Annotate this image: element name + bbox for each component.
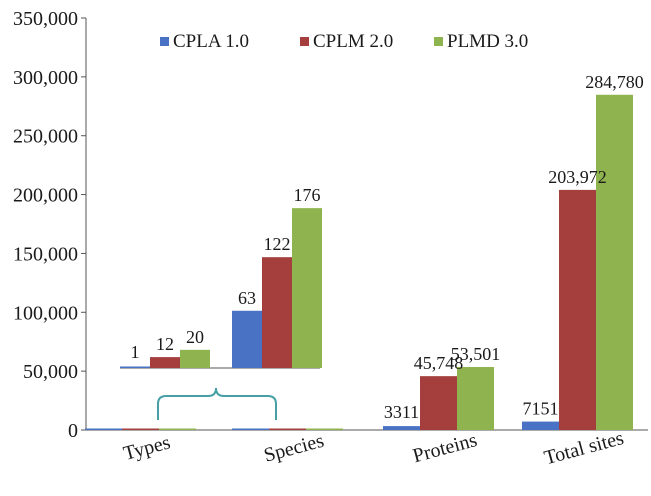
legend-label: CPLM 2.0 bbox=[313, 31, 393, 52]
bar bbox=[85, 428, 122, 430]
legend-swatch bbox=[434, 37, 443, 46]
x-tick-label: Species bbox=[262, 430, 327, 467]
x-tick-label: Total sites bbox=[542, 427, 626, 469]
inset-data-label: 1 bbox=[131, 342, 140, 362]
y-tick-label: 150,000 bbox=[13, 243, 78, 265]
y-tick-label: 250,000 bbox=[13, 126, 78, 148]
inset-bar bbox=[180, 349, 210, 368]
y-tick-label: 100,000 bbox=[13, 302, 78, 324]
bar bbox=[596, 94, 633, 430]
inset-data-label: 122 bbox=[264, 234, 291, 254]
legend-swatch bbox=[160, 37, 169, 46]
inset-bar bbox=[232, 310, 262, 368]
y-tick-label: 300,000 bbox=[13, 67, 78, 89]
inset-data-label: 20 bbox=[186, 327, 204, 347]
bar bbox=[383, 426, 420, 430]
inset-bar bbox=[292, 208, 322, 368]
legend-swatch bbox=[300, 37, 309, 46]
inset-chart: 1 12 20 63 122 176 bbox=[120, 185, 322, 420]
chart-bars bbox=[85, 94, 633, 430]
data-label: 3311 bbox=[384, 402, 419, 422]
bar bbox=[122, 428, 159, 430]
bar bbox=[159, 428, 196, 430]
inset-data-label: 176 bbox=[294, 185, 321, 205]
legend-label: PLMD 3.0 bbox=[447, 31, 528, 52]
chart-legend: CPLA 1.0 CPLM 2.0 PLMD 3.0 bbox=[160, 31, 528, 52]
bar bbox=[522, 421, 559, 430]
legend-label: CPLA 1.0 bbox=[173, 31, 249, 52]
y-tick-label: 0 bbox=[68, 420, 78, 442]
inset-bar bbox=[262, 257, 292, 368]
inset-brace bbox=[157, 387, 277, 420]
inset-data-label: 12 bbox=[156, 334, 174, 354]
inset-bar bbox=[120, 366, 150, 368]
bar bbox=[269, 428, 306, 430]
x-tick-label: Proteins bbox=[410, 429, 479, 467]
chart-axes: 0 50,000 100,000 150,000 200,000 250,000 300,0… bbox=[13, 8, 648, 469]
data-label: 284,780 bbox=[585, 72, 644, 92]
x-tick-label: Types bbox=[121, 431, 173, 465]
bar bbox=[306, 428, 343, 430]
data-label: 7151 bbox=[523, 399, 559, 419]
bar bbox=[559, 189, 596, 430]
inset-data-label: 63 bbox=[238, 288, 256, 308]
data-label: 203,972 bbox=[548, 167, 607, 187]
data-label: 53,501 bbox=[451, 344, 501, 364]
bar bbox=[457, 367, 494, 430]
y-tick-label: 200,000 bbox=[13, 185, 78, 207]
data-label: 45,748 bbox=[414, 353, 464, 373]
inset-bar bbox=[150, 357, 180, 368]
bar bbox=[420, 376, 457, 430]
bar bbox=[232, 428, 269, 430]
y-tick-label: 350,000 bbox=[13, 8, 78, 30]
y-tick-label: 50,000 bbox=[23, 361, 78, 383]
